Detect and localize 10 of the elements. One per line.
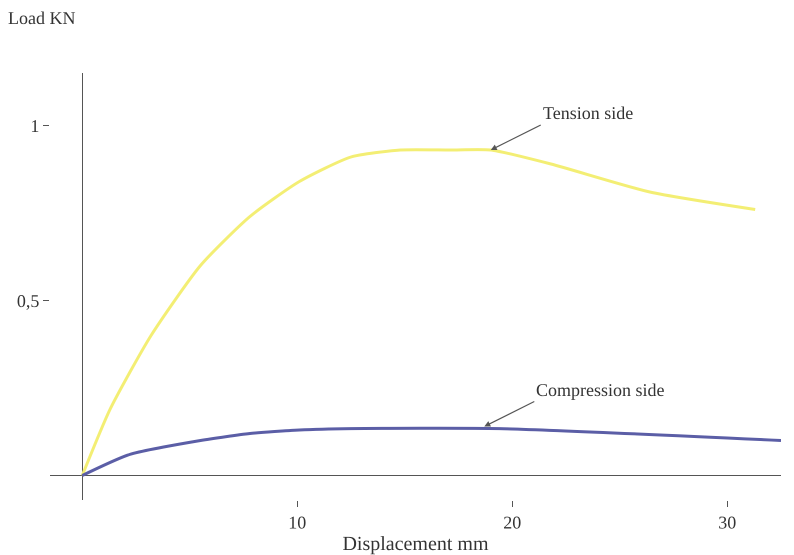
x-tick-label: 30 — [718, 512, 736, 533]
x-tick-label: 20 — [503, 512, 522, 533]
line-series — [80, 426, 781, 477]
x-tick-label: 10 — [288, 512, 306, 533]
y-tick-label: 1 — [30, 116, 40, 136]
y-axis-title: Load KN — [8, 8, 76, 28]
annotation: Compression side — [536, 380, 665, 400]
y-tick-label: 0,5 — [16, 290, 40, 311]
x-axis-title: Displacement mm — [342, 533, 489, 555]
annotation: Tension side — [543, 103, 634, 123]
